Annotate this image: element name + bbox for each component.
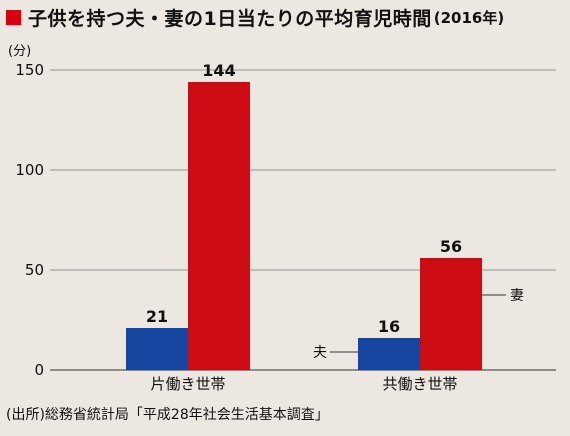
y-tick-label: 100 xyxy=(15,161,44,179)
legend-label-wife: 妻 xyxy=(510,288,524,304)
legend-label-husband: 夫 xyxy=(313,345,327,361)
bar-wife xyxy=(188,82,250,370)
y-tick-label: 50 xyxy=(25,261,44,279)
data-label: 144 xyxy=(202,61,235,80)
data-label: 16 xyxy=(378,317,400,336)
bar-husband xyxy=(358,338,420,370)
chart-title-year: (2016年) xyxy=(433,9,505,27)
category-label: 片働き世帯 xyxy=(150,375,225,393)
bar-wife xyxy=(420,258,482,370)
data-label: 56 xyxy=(440,237,462,256)
title-bar: 子供を持つ夫・妻の1日当たりの平均育児時間 (2016年) xyxy=(6,4,504,31)
bar-husband xyxy=(126,328,188,370)
y-tick-label: 0 xyxy=(34,361,44,379)
bar-chart: (分) 0 50 100 150 21 144 片働き世帯 16 56 共働き世帯 夫 妻 xyxy=(8,44,556,393)
y-tick-label: 150 xyxy=(15,61,44,79)
title-marker-icon xyxy=(6,10,21,25)
y-unit-label: (分) xyxy=(8,44,31,59)
source-note: (出所)総務省統計局「平成28年社会生活基本調査」 xyxy=(6,407,329,423)
chart-title: 子供を持つ夫・妻の1日当たりの平均育児時間 xyxy=(28,8,432,30)
data-label: 21 xyxy=(146,307,168,326)
category-label: 共働き世帯 xyxy=(382,375,457,393)
